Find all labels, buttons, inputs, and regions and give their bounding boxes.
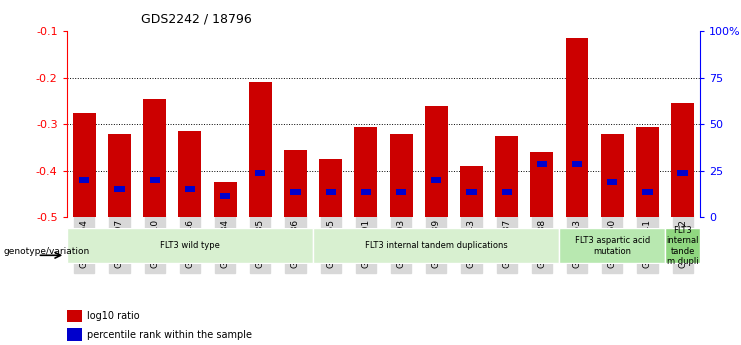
Bar (607, 179, 617, 186)
Bar (150, 177, 160, 183)
Bar (220, 193, 230, 199)
Bar (325, 189, 336, 195)
Bar (213, 183, 236, 217)
Bar (677, 170, 688, 176)
Text: genotype/variation: genotype/variation (4, 247, 90, 256)
Bar (290, 189, 301, 195)
FancyBboxPatch shape (313, 228, 559, 263)
Bar (114, 186, 124, 193)
FancyBboxPatch shape (665, 228, 700, 263)
Bar (249, 82, 272, 217)
Bar (354, 127, 377, 217)
Bar (565, 38, 588, 217)
Bar (67, 328, 82, 341)
Bar (319, 159, 342, 217)
Bar (67, 310, 82, 322)
Bar (361, 189, 371, 195)
Bar (536, 161, 547, 167)
Bar (425, 106, 448, 217)
Bar (636, 127, 659, 217)
Bar (255, 170, 265, 176)
Text: FLT3
internal
tande
m dupli: FLT3 internal tande m dupli (666, 226, 699, 266)
Text: FLT3 aspartic acid
mutation: FLT3 aspartic acid mutation (574, 236, 650, 256)
Bar (601, 134, 624, 217)
Bar (108, 134, 131, 217)
Bar (79, 177, 90, 183)
Text: FLT3 wild type: FLT3 wild type (160, 241, 220, 250)
Bar (531, 152, 554, 217)
Bar (179, 131, 202, 217)
Bar (460, 166, 483, 217)
Bar (466, 189, 476, 195)
Bar (73, 112, 96, 217)
FancyBboxPatch shape (559, 228, 665, 263)
Bar (572, 161, 582, 167)
Text: percentile rank within the sample: percentile rank within the sample (87, 330, 252, 339)
Bar (671, 103, 694, 217)
Bar (431, 177, 442, 183)
Bar (642, 189, 653, 195)
Text: log10 ratio: log10 ratio (87, 311, 140, 321)
Bar (502, 189, 512, 195)
Bar (185, 186, 195, 193)
Bar (390, 134, 413, 217)
Bar (495, 136, 518, 217)
Text: FLT3 internal tandem duplications: FLT3 internal tandem duplications (365, 241, 508, 250)
Text: GDS2242 / 18796: GDS2242 / 18796 (141, 12, 251, 25)
Bar (284, 150, 307, 217)
Bar (143, 99, 166, 217)
FancyBboxPatch shape (67, 228, 313, 263)
Bar (396, 189, 406, 195)
